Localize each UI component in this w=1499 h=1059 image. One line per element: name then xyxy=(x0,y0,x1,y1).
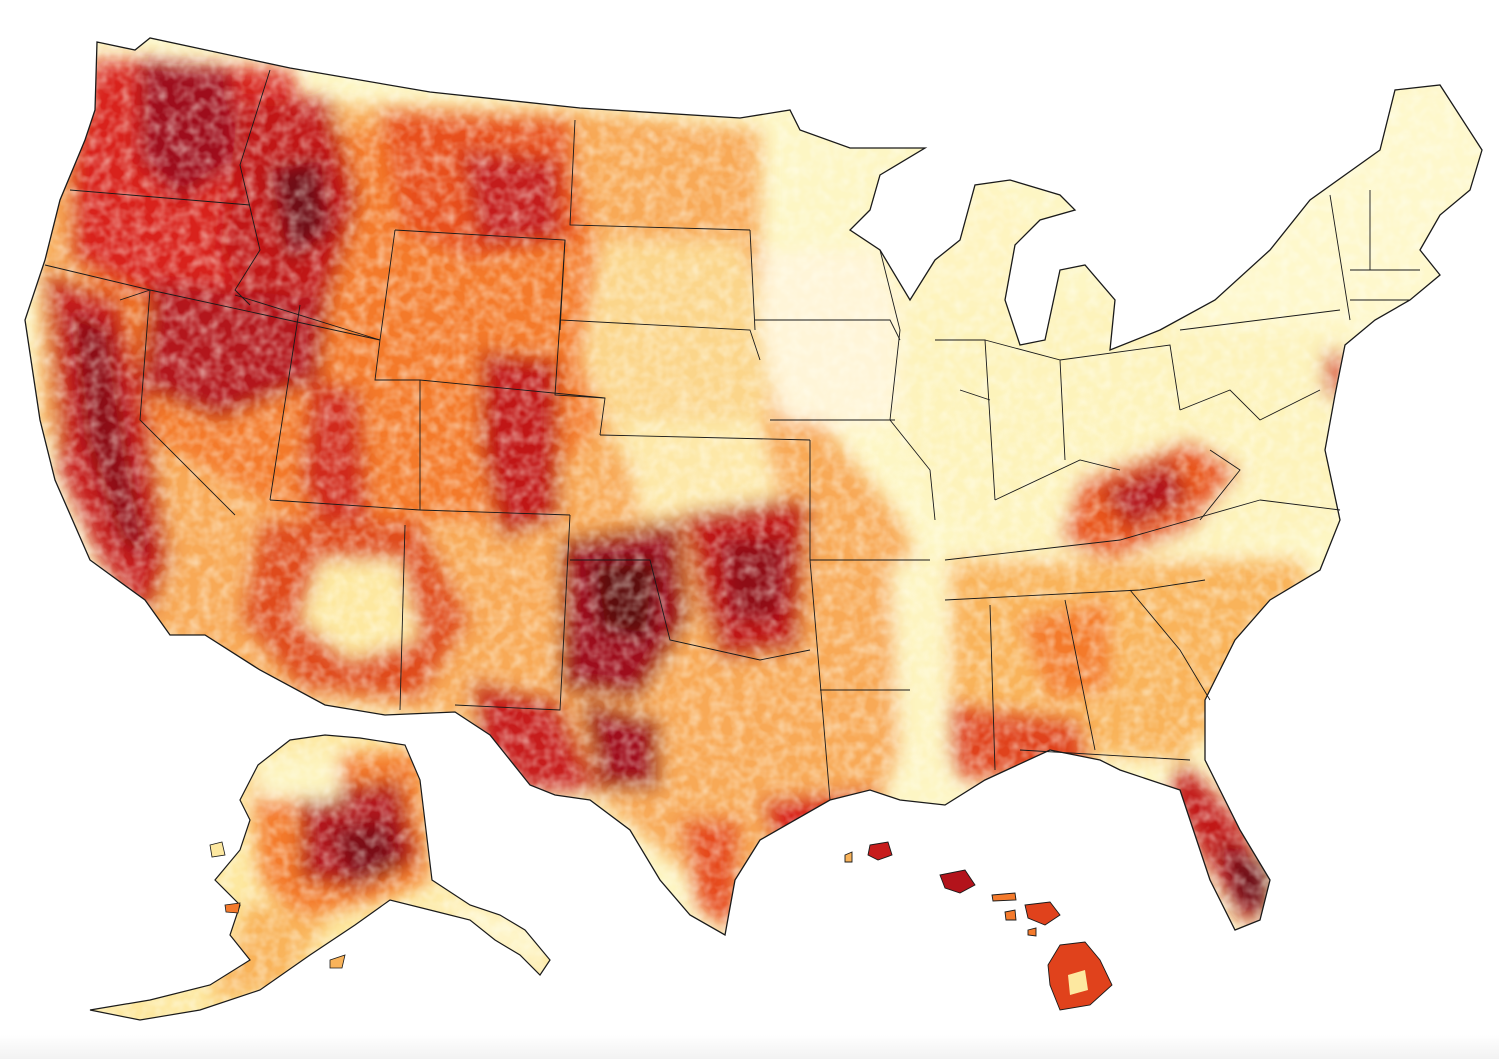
hawaii xyxy=(844,841,1113,1011)
conus-outline xyxy=(24,37,1483,937)
alaska-outline xyxy=(89,734,551,1021)
hawaii-lanai xyxy=(1004,909,1017,921)
hawaii-kahoolawe xyxy=(1027,927,1037,937)
state-borders xyxy=(44,69,1420,801)
hawaii-maui xyxy=(1024,901,1061,926)
hawaii-oahu xyxy=(939,869,976,894)
bottom-edge xyxy=(0,1035,1499,1059)
hawaii-kauai xyxy=(867,841,893,861)
hawaii-molokai xyxy=(991,892,1017,902)
hawaii-niihau xyxy=(844,851,853,863)
